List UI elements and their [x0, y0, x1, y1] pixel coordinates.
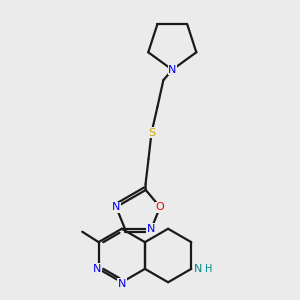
Text: N: N: [93, 264, 101, 274]
Text: N: N: [118, 279, 126, 289]
Text: N: N: [194, 264, 202, 274]
Text: N: N: [168, 65, 176, 75]
Text: H: H: [205, 264, 212, 274]
Text: N: N: [147, 224, 155, 234]
Text: O: O: [156, 202, 164, 212]
Text: S: S: [148, 128, 155, 138]
Text: N: N: [112, 202, 120, 212]
